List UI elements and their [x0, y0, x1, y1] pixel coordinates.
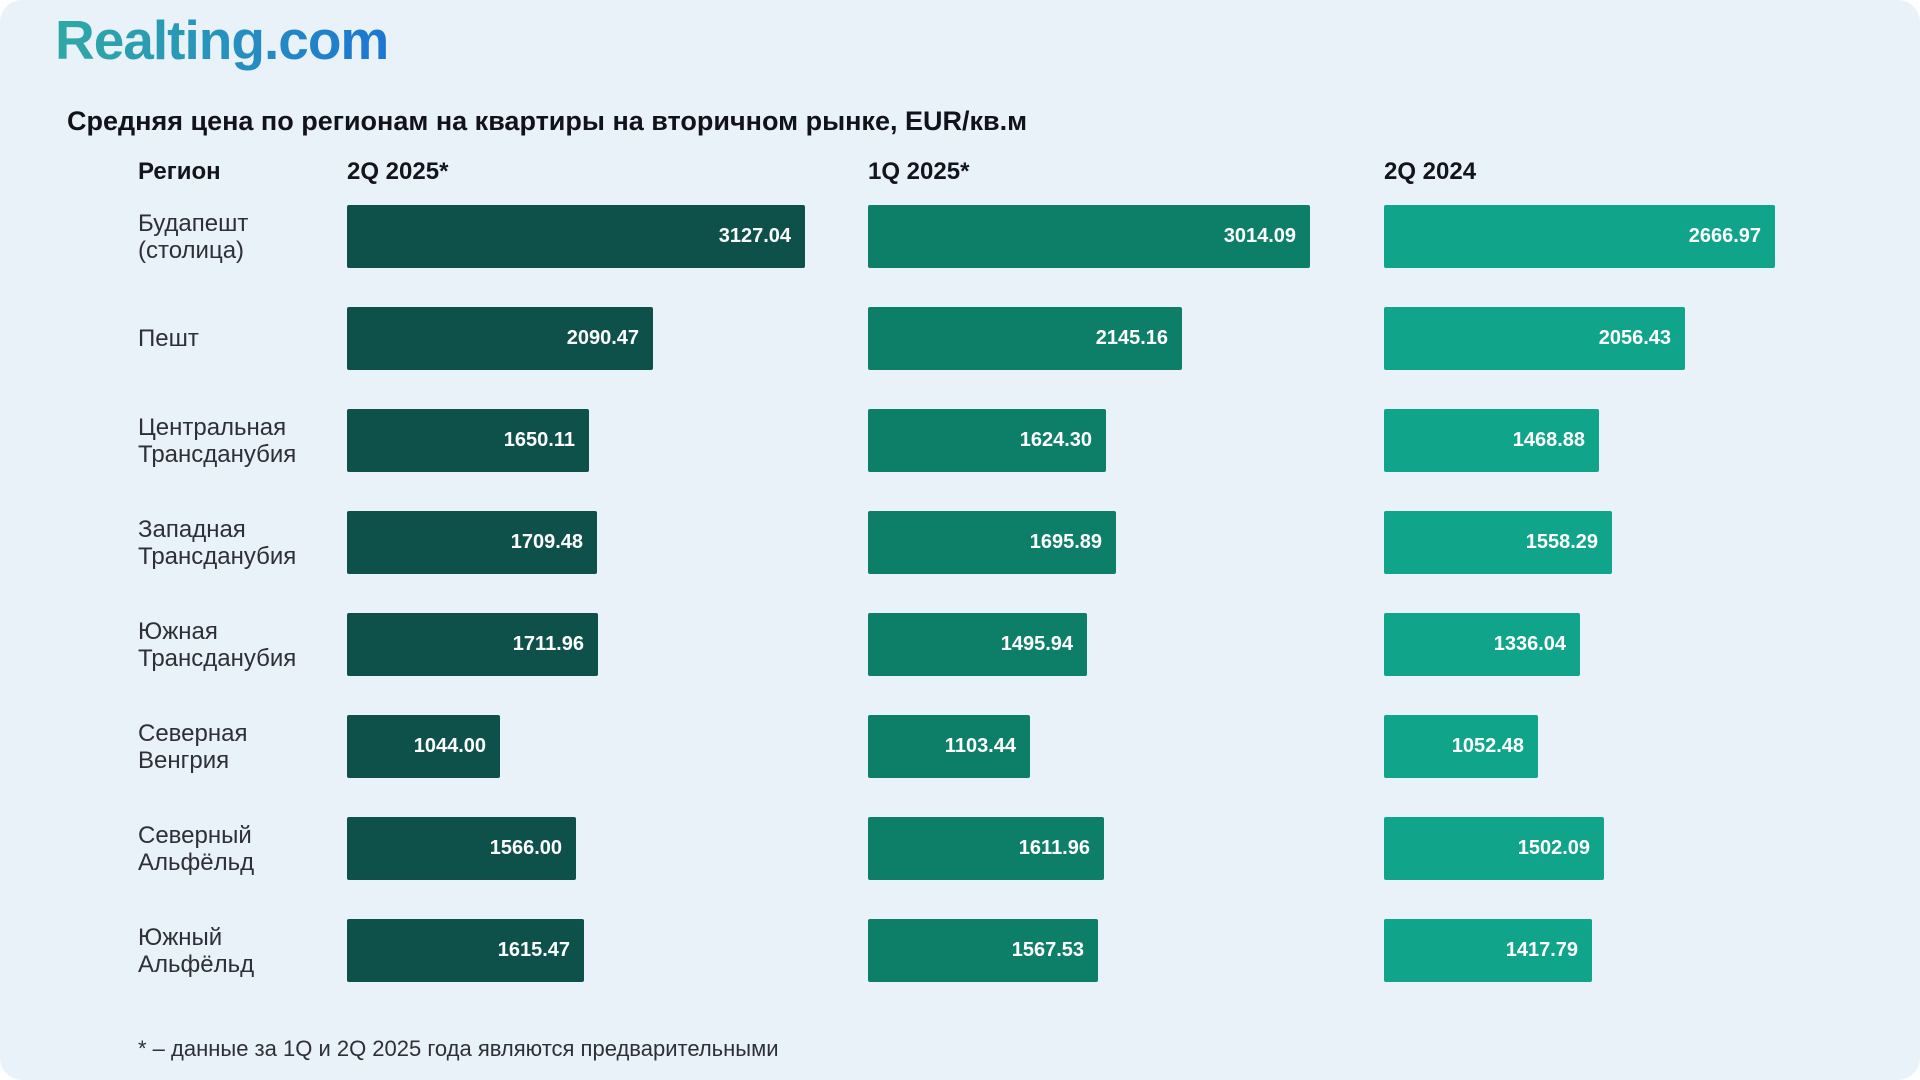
bar-series-2-row-1: 2056.43 [1384, 307, 1685, 370]
bar-series-2-row-3: 1558.29 [1384, 511, 1612, 574]
bar-series-1-row-2: 1624.30 [868, 409, 1106, 472]
bar-series-1-row-6: 1611.96 [868, 817, 1104, 880]
column-header-series-1: 1Q 2025* [868, 158, 970, 185]
bar-value-series-1-row-5: 1103.44 [944, 735, 1016, 757]
bar-value-series-0-row-6: 1566.00 [489, 837, 562, 859]
bar-value-series-1-row-1: 2145.16 [1095, 327, 1168, 349]
bar-value-series-0-row-1: 2090.47 [566, 327, 639, 349]
bar-series-0-row-6: 1566.00 [347, 817, 576, 880]
bar-series-2-row-5: 1052.48 [1384, 715, 1538, 778]
chart-title: Средняя цена по регионам на квартиры на … [67, 106, 1028, 136]
bar-value-series-2-row-1: 2056.43 [1598, 327, 1671, 349]
bar-series-1-row-0: 3014.09 [868, 205, 1310, 268]
column-header-series-0: 2Q 2025* [347, 158, 449, 185]
bar-series-0-row-5: 1044.00 [347, 715, 500, 778]
column-header-region: Регион [138, 158, 221, 185]
bar-value-series-2-row-2: 1468.88 [1512, 429, 1585, 451]
bar-value-series-0-row-4: 1711.96 [512, 633, 584, 655]
bar-value-series-2-row-3: 1558.29 [1525, 531, 1598, 553]
bar-series-2-row-0: 2666.97 [1384, 205, 1775, 268]
bar-series-1-row-1: 2145.16 [868, 307, 1182, 370]
bar-series-1-row-4: 1495.94 [868, 613, 1087, 676]
bar-series-0-row-4: 1711.96 [347, 613, 598, 676]
footnote: * – данные за 1Q и 2Q 2025 года являются… [138, 1036, 779, 1061]
bar-series-1-row-3: 1695.89 [868, 511, 1116, 574]
region-label-row-7: Южный Альфёльд [138, 923, 255, 978]
region-label-row-6: Северный Альфёльд [138, 821, 255, 876]
bar-value-series-2-row-0: 2666.97 [1688, 225, 1761, 247]
region-label-row-5: Северная Венгрия [138, 719, 248, 774]
bar-series-1-row-5: 1103.44 [868, 715, 1030, 778]
bar-series-0-row-1: 2090.47 [347, 307, 653, 370]
bar-value-series-1-row-0: 3014.09 [1223, 225, 1296, 247]
bar-value-series-1-row-4: 1495.94 [1000, 633, 1073, 655]
bar-value-series-0-row-5: 1044.00 [413, 735, 486, 757]
column-header-series-2: 2Q 2024 [1384, 158, 1477, 185]
bar-series-2-row-6: 1502.09 [1384, 817, 1604, 880]
bar-value-series-1-row-2: 1624.30 [1019, 429, 1092, 451]
bar-value-series-1-row-3: 1695.89 [1029, 531, 1102, 553]
bar-value-series-0-row-7: 1615.47 [497, 939, 570, 961]
region-label-row-3: Западная Трансданубия [138, 515, 297, 570]
bar-value-series-0-row-2: 1650.11 [503, 429, 575, 451]
bar-series-0-row-3: 1709.48 [347, 511, 597, 574]
region-label-row-1: Пешт [138, 325, 199, 352]
bar-value-series-1-row-6: 1611.96 [1018, 837, 1090, 859]
bar-value-series-2-row-7: 1417.79 [1505, 939, 1578, 961]
bar-series-0-row-2: 1650.11 [347, 409, 589, 472]
bar-series-2-row-4: 1336.04 [1384, 613, 1580, 676]
bar-value-series-1-row-7: 1567.53 [1011, 939, 1084, 961]
bar-value-series-0-row-0: 3127.04 [718, 225, 791, 247]
bar-value-series-2-row-5: 1052.48 [1451, 735, 1524, 757]
region-label-row-4: Южная Трансданубия [138, 617, 297, 672]
region-label-row-0: Будапешт (столица) [138, 209, 249, 264]
bar-series-1-row-7: 1567.53 [868, 919, 1098, 982]
region-label-row-2: Центральная Трансданубия [138, 413, 297, 468]
realting-logo: Realting.com [55, 9, 389, 71]
bar-value-series-0-row-3: 1709.48 [510, 531, 583, 553]
bar-series-2-row-7: 1417.79 [1384, 919, 1592, 982]
bar-series-0-row-7: 1615.47 [347, 919, 584, 982]
bar-value-series-2-row-6: 1502.09 [1517, 837, 1590, 859]
bar-series-0-row-0: 3127.04 [347, 205, 805, 268]
bar-value-series-2-row-4: 1336.04 [1493, 633, 1566, 655]
bar-series-2-row-2: 1468.88 [1384, 409, 1599, 472]
